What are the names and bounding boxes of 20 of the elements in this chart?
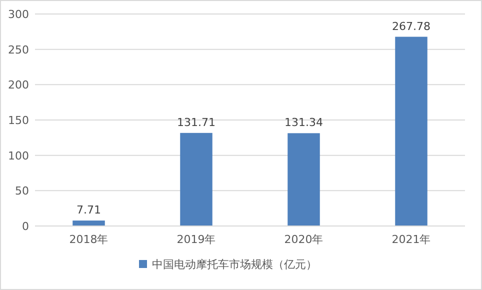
bar — [180, 132, 212, 226]
bar — [288, 133, 320, 226]
y-tick-label: 300 — [8, 8, 29, 21]
x-tick-label: 2018年 — [69, 233, 108, 246]
bar — [395, 36, 428, 226]
data-label: 267.78 — [392, 20, 430, 33]
data-label: 7.71 — [76, 204, 101, 217]
y-tick-label: 0 — [22, 220, 29, 233]
y-tick-label: 100 — [8, 149, 29, 162]
x-tick-label: 2020年 — [284, 233, 324, 246]
y-tick-label: 250 — [8, 43, 29, 56]
x-tick-label: 2019年 — [176, 233, 216, 246]
bar — [72, 220, 105, 226]
data-label: 131.34 — [284, 116, 323, 130]
legend-label: 中国电动摩托车市场规模（亿元） — [152, 258, 317, 271]
x-tick-label: 2021年 — [392, 233, 431, 246]
data-label: 131.71 — [177, 116, 216, 129]
y-tick-label: 50 — [15, 184, 29, 198]
y-tick-label: 200 — [8, 78, 29, 92]
y-tick-label: 150 — [8, 114, 29, 127]
